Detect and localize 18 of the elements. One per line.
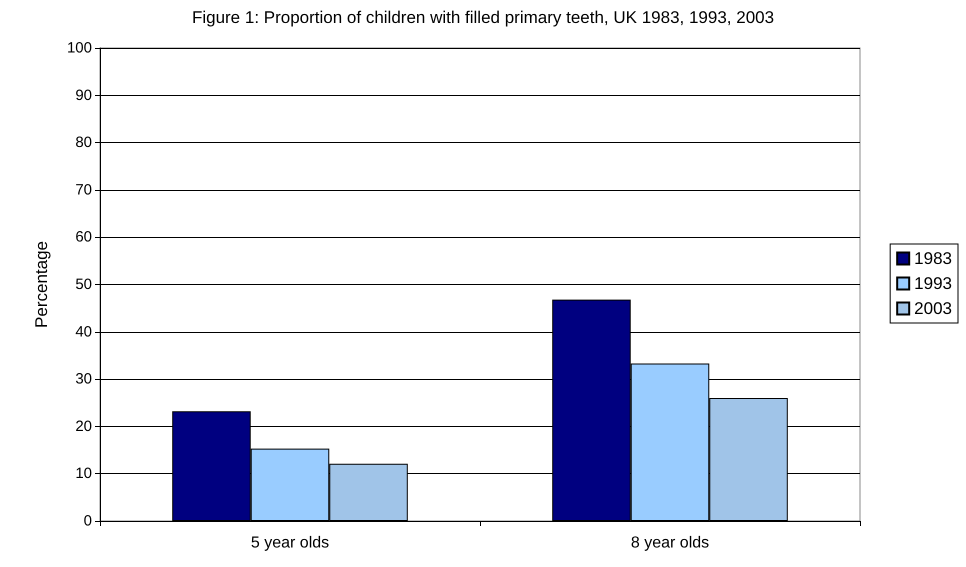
y-tick-label: 90 — [75, 86, 92, 104]
y-tick-label: 50 — [75, 276, 92, 293]
legend-label: 2003 — [914, 299, 952, 318]
y-tick-label: 80 — [75, 134, 92, 152]
y-tick-label: 70 — [75, 181, 92, 198]
y-tick-label: 0 — [84, 512, 92, 530]
legend-label: 1983 — [914, 249, 952, 268]
y-tick-label: 20 — [75, 418, 92, 435]
y-tick-label: 10 — [75, 465, 92, 482]
y-tick-label: 60 — [75, 228, 92, 246]
x-tick-label: 8 year olds — [630, 534, 710, 552]
y-tick-label: 30 — [75, 370, 92, 388]
y-tick-label: 100 — [66, 40, 92, 56]
legend-label: 1993 — [914, 274, 952, 293]
x-tick-label: 5 year olds — [250, 534, 330, 552]
y-axis-title: Percentage — [32, 241, 51, 328]
chart-title: Figure 1: Proportion of children with filled primary teeth, UK 1983, 1993, 2003 — [192, 8, 774, 27]
y-tick-label: 40 — [75, 323, 92, 340]
